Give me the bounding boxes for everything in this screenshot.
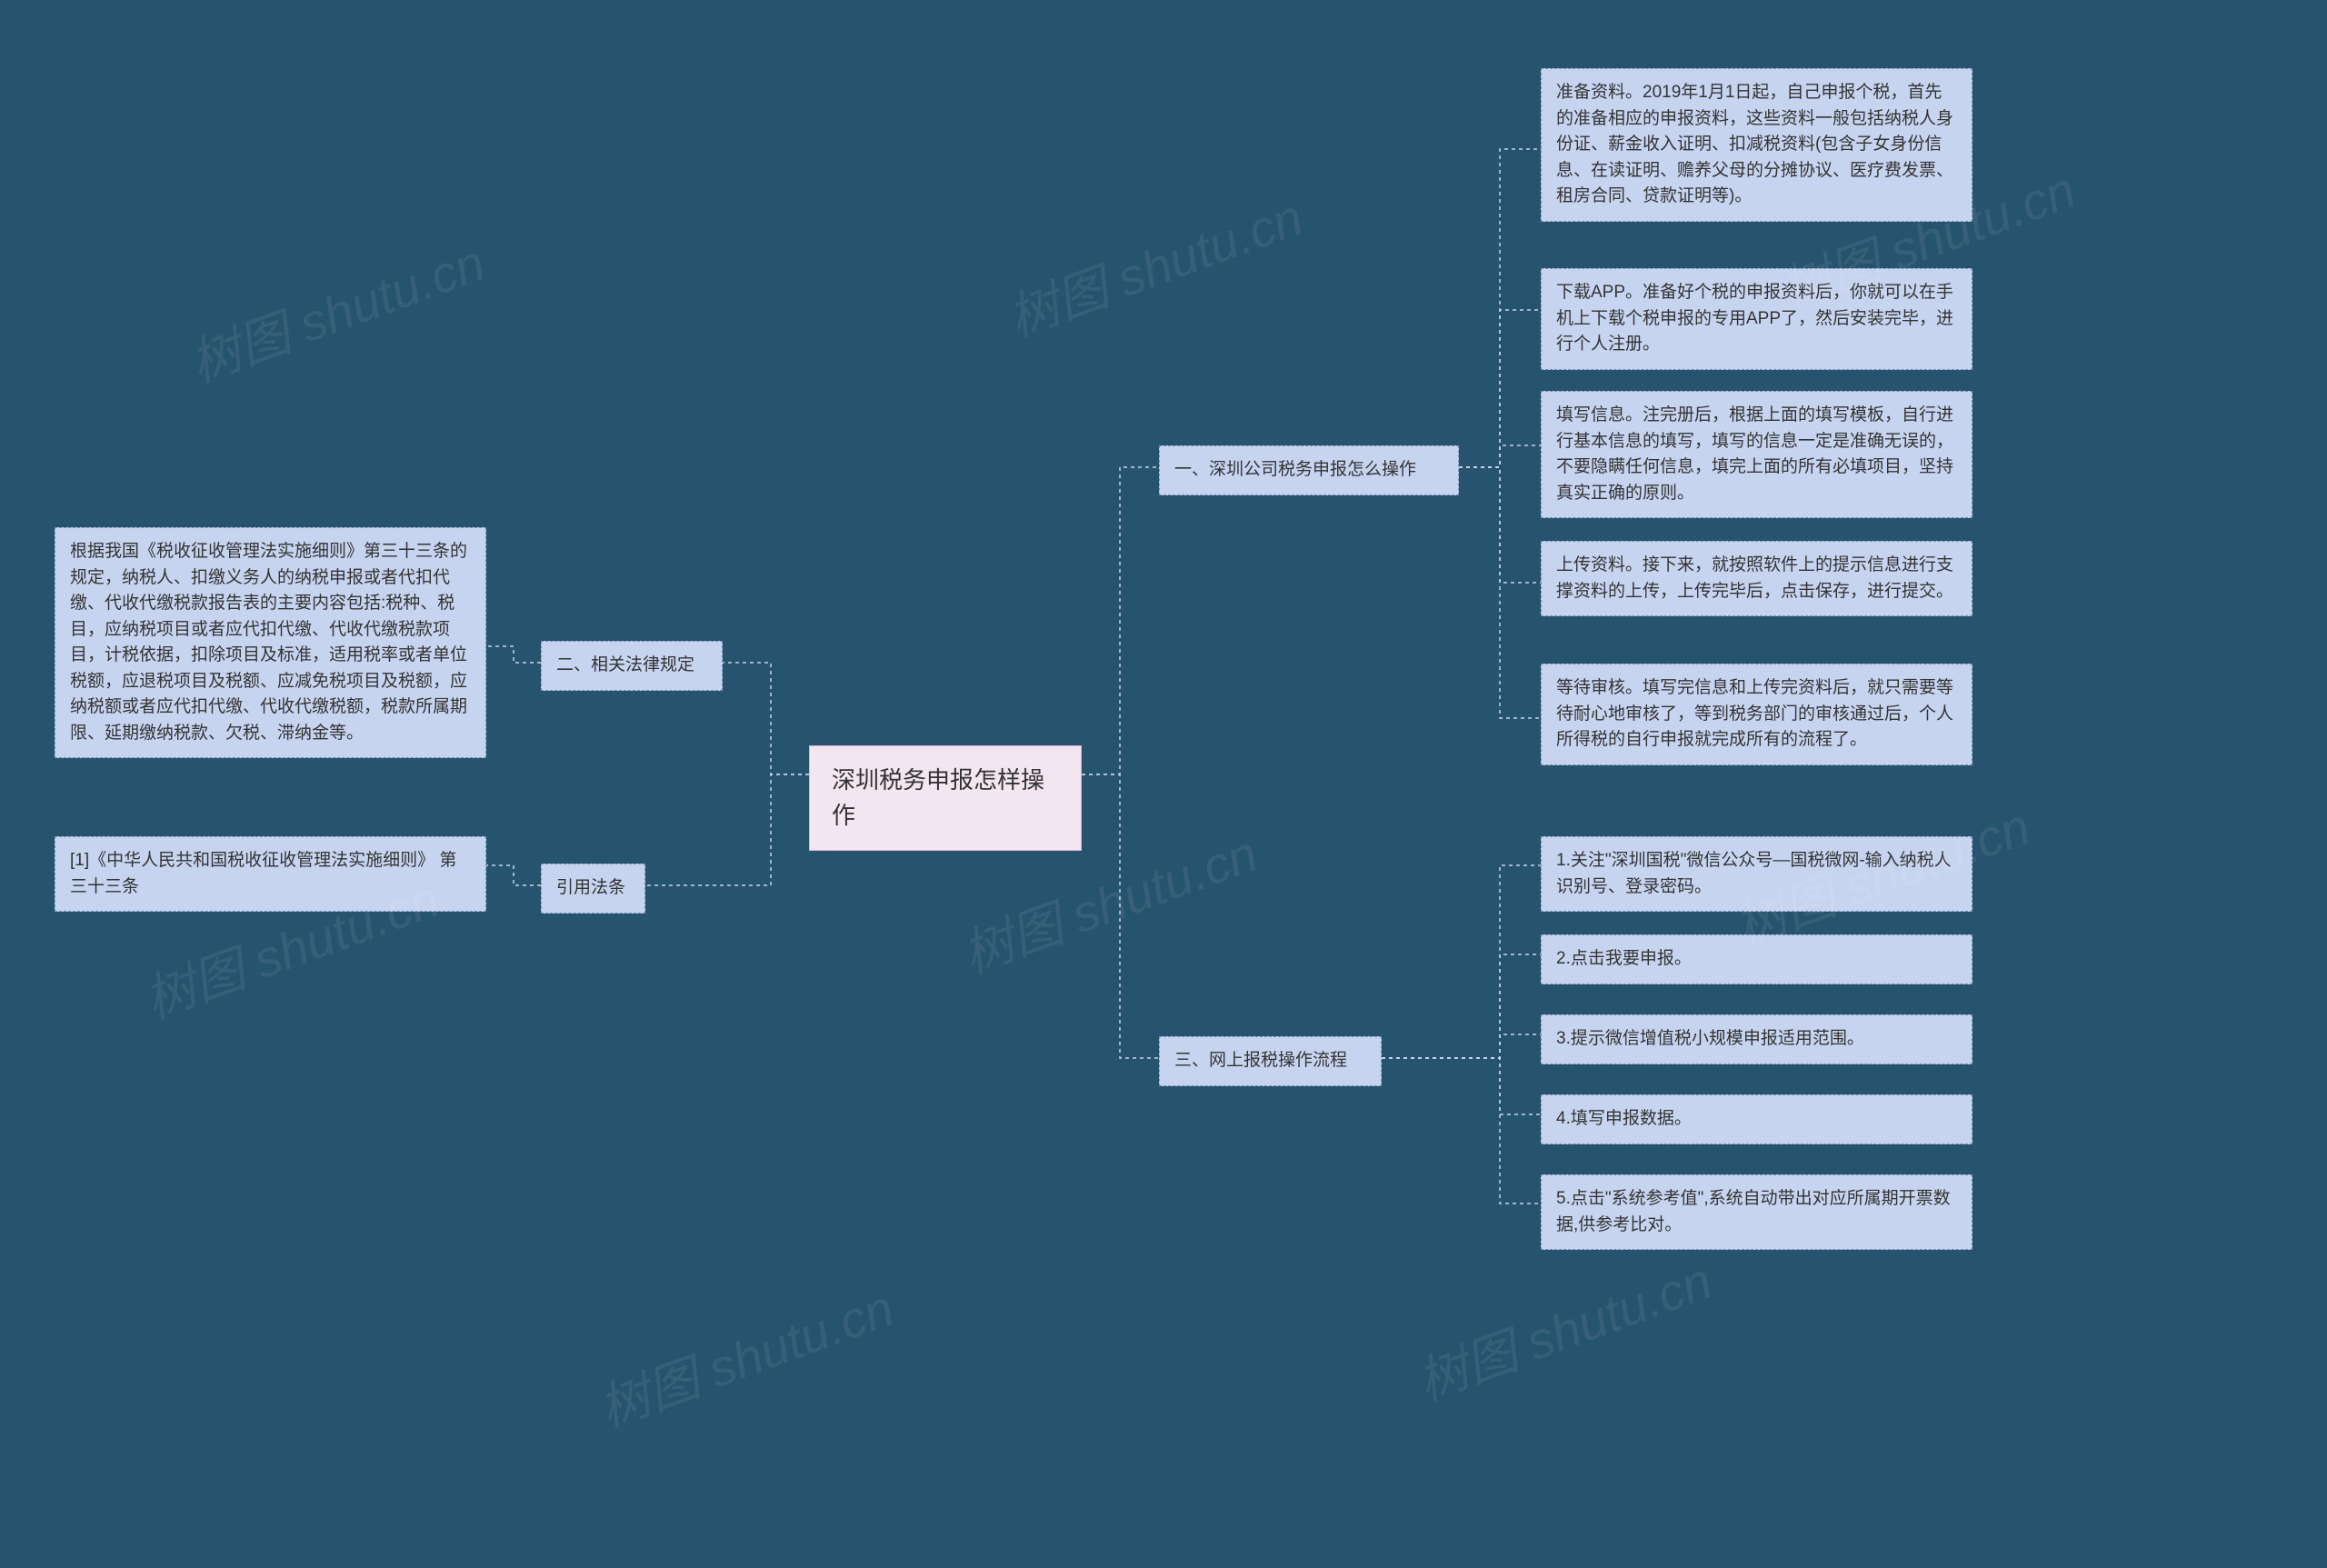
leaf-text: 填写信息。注完册后，根据上面的填写模板，自行进行基本信息的填写，填写的信息一定是… bbox=[1556, 405, 1953, 503]
branch-label: 三、网上报税操作流程 bbox=[1174, 1051, 1347, 1070]
leaf-text: 上传资料。接下来，就按照软件上的提示信息进行支撑资料的上传，上传完毕后，点击保存… bbox=[1556, 555, 1953, 601]
leaf-r3-4[interactable]: 5.点击"系统参考值",系统自动带出对应所属期开票数据,供参考比对。 bbox=[1541, 1174, 1972, 1250]
leaf-text: 4.填写申报数据。 bbox=[1556, 1109, 1692, 1128]
leaf-text: 1.关注"深圳国税"微信公众号—国税微网-输入纳税人识别号、登录密码。 bbox=[1556, 851, 1952, 896]
leaf-r1-2[interactable]: 填写信息。注完册后，根据上面的填写模板，自行进行基本信息的填写，填写的信息一定是… bbox=[1541, 391, 1972, 518]
branch-citation[interactable]: 引用法条 bbox=[541, 864, 645, 914]
branch-section-2[interactable]: 二、相关法律规定 bbox=[541, 641, 723, 691]
leaf-lc-0[interactable]: [1]《中华人民共和国税收征收管理法实施细则》 第三十三条 bbox=[55, 836, 486, 912]
leaf-text: 等待审核。填写完信息和上传完资料后，就只需要等待耐心地审核了，等到税务部门的审核… bbox=[1556, 678, 1953, 749]
leaf-text: [1]《中华人民共和国税收征收管理法实施细则》 第三十三条 bbox=[70, 851, 456, 896]
branch-label: 引用法条 bbox=[556, 878, 625, 897]
watermark: 树图 shutu.cn bbox=[996, 176, 1312, 351]
leaf-r3-0[interactable]: 1.关注"深圳国税"微信公众号—国税微网-输入纳税人识别号、登录密码。 bbox=[1541, 836, 1972, 912]
connectors bbox=[0, 0, 2327, 1568]
root-node[interactable]: 深圳税务申报怎样操作 bbox=[809, 745, 1082, 851]
branch-label: 二、相关法律规定 bbox=[556, 655, 694, 674]
leaf-r1-3[interactable]: 上传资料。接下来，就按照软件上的提示信息进行支撑资料的上传，上传完毕后，点击保存… bbox=[1541, 541, 1972, 616]
watermark: 树图 shutu.cn bbox=[178, 222, 494, 396]
branch-section-1[interactable]: 一、深圳公司税务申报怎么操作 bbox=[1159, 445, 1459, 495]
leaf-r1-1[interactable]: 下载APP。准备好个税的申报资料后，你就可以在手机上下载个税申报的专用APP了，… bbox=[1541, 268, 1972, 370]
leaf-text: 准备资料。2019年1月1日起，自己申报个税，首先的准备相应的申报资料，这些资料… bbox=[1556, 83, 1953, 205]
leaf-r1-4[interactable]: 等待审核。填写完信息和上传完资料后，就只需要等待耐心地审核了，等到税务部门的审核… bbox=[1541, 664, 1972, 765]
leaf-r3-2[interactable]: 3.提示微信增值税小规模申报适用范围。 bbox=[1541, 1014, 1972, 1064]
branch-label: 一、深圳公司税务申报怎么操作 bbox=[1174, 460, 1416, 479]
leaf-text: 3.提示微信增值税小规模申报适用范围。 bbox=[1556, 1029, 1864, 1048]
leaf-text: 根据我国《税收征收管理法实施细则》第三十三条的规定，纳税人、扣缴义务人的纳税申报… bbox=[70, 542, 467, 743]
watermark: 树图 shutu.cn bbox=[1405, 1240, 1721, 1414]
leaf-text: 下载APP。准备好个税的申报资料后，你就可以在手机上下载个税申报的专用APP了，… bbox=[1556, 283, 1953, 354]
root-text: 深圳税务申报怎样操作 bbox=[832, 766, 1044, 829]
leaf-l2-0[interactable]: 根据我国《税收征收管理法实施细则》第三十三条的规定，纳税人、扣缴义务人的纳税申报… bbox=[55, 527, 486, 758]
watermark: 树图 shutu.cn bbox=[587, 1267, 903, 1442]
leaf-r1-0[interactable]: 准备资料。2019年1月1日起，自己申报个税，首先的准备相应的申报资料，这些资料… bbox=[1541, 68, 1972, 222]
branch-section-3[interactable]: 三、网上报税操作流程 bbox=[1159, 1036, 1382, 1086]
leaf-r3-1[interactable]: 2.点击我要申报。 bbox=[1541, 934, 1972, 984]
leaf-text: 5.点击"系统参考值",系统自动带出对应所属期开票数据,供参考比对。 bbox=[1556, 1189, 1951, 1234]
leaf-r3-3[interactable]: 4.填写申报数据。 bbox=[1541, 1094, 1972, 1144]
leaf-text: 2.点击我要申报。 bbox=[1556, 949, 1692, 968]
